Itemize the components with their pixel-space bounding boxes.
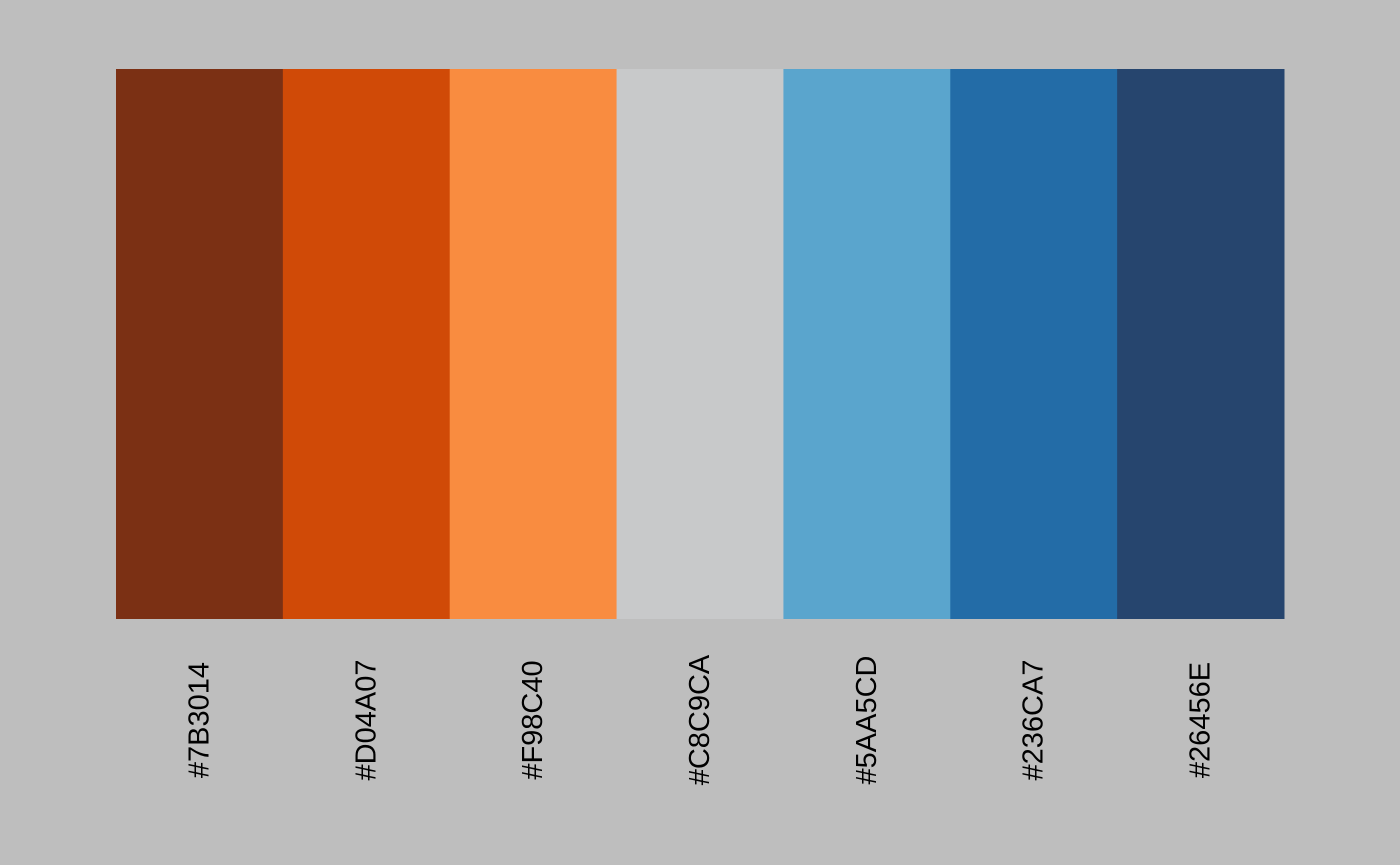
tick-label-group: #7B3014 #D04A07 #F98C40 #C8C9CA #5AA5CD #236C… (183, 654, 1216, 785)
swatch-group (116, 69, 1285, 619)
swatch-hex-label: #D04A07 (350, 660, 382, 781)
color-swatch (1117, 69, 1285, 619)
swatch-hex-label: #C8C9CA (684, 654, 716, 785)
swatch-hex-label: #F98C40 (517, 660, 549, 779)
color-swatch (116, 69, 284, 619)
swatch-hex-label: #5AA5CD (851, 656, 883, 785)
swatch-hex-label: #7B3014 (183, 662, 215, 778)
swatch-hex-label: #26456E (1185, 662, 1217, 778)
color-swatch (783, 69, 951, 619)
swatch-hex-label: #236CA7 (1018, 660, 1050, 781)
color-swatch (616, 69, 784, 619)
color-swatch (950, 69, 1118, 619)
color-swatch (282, 69, 451, 619)
color-swatch (449, 69, 618, 619)
